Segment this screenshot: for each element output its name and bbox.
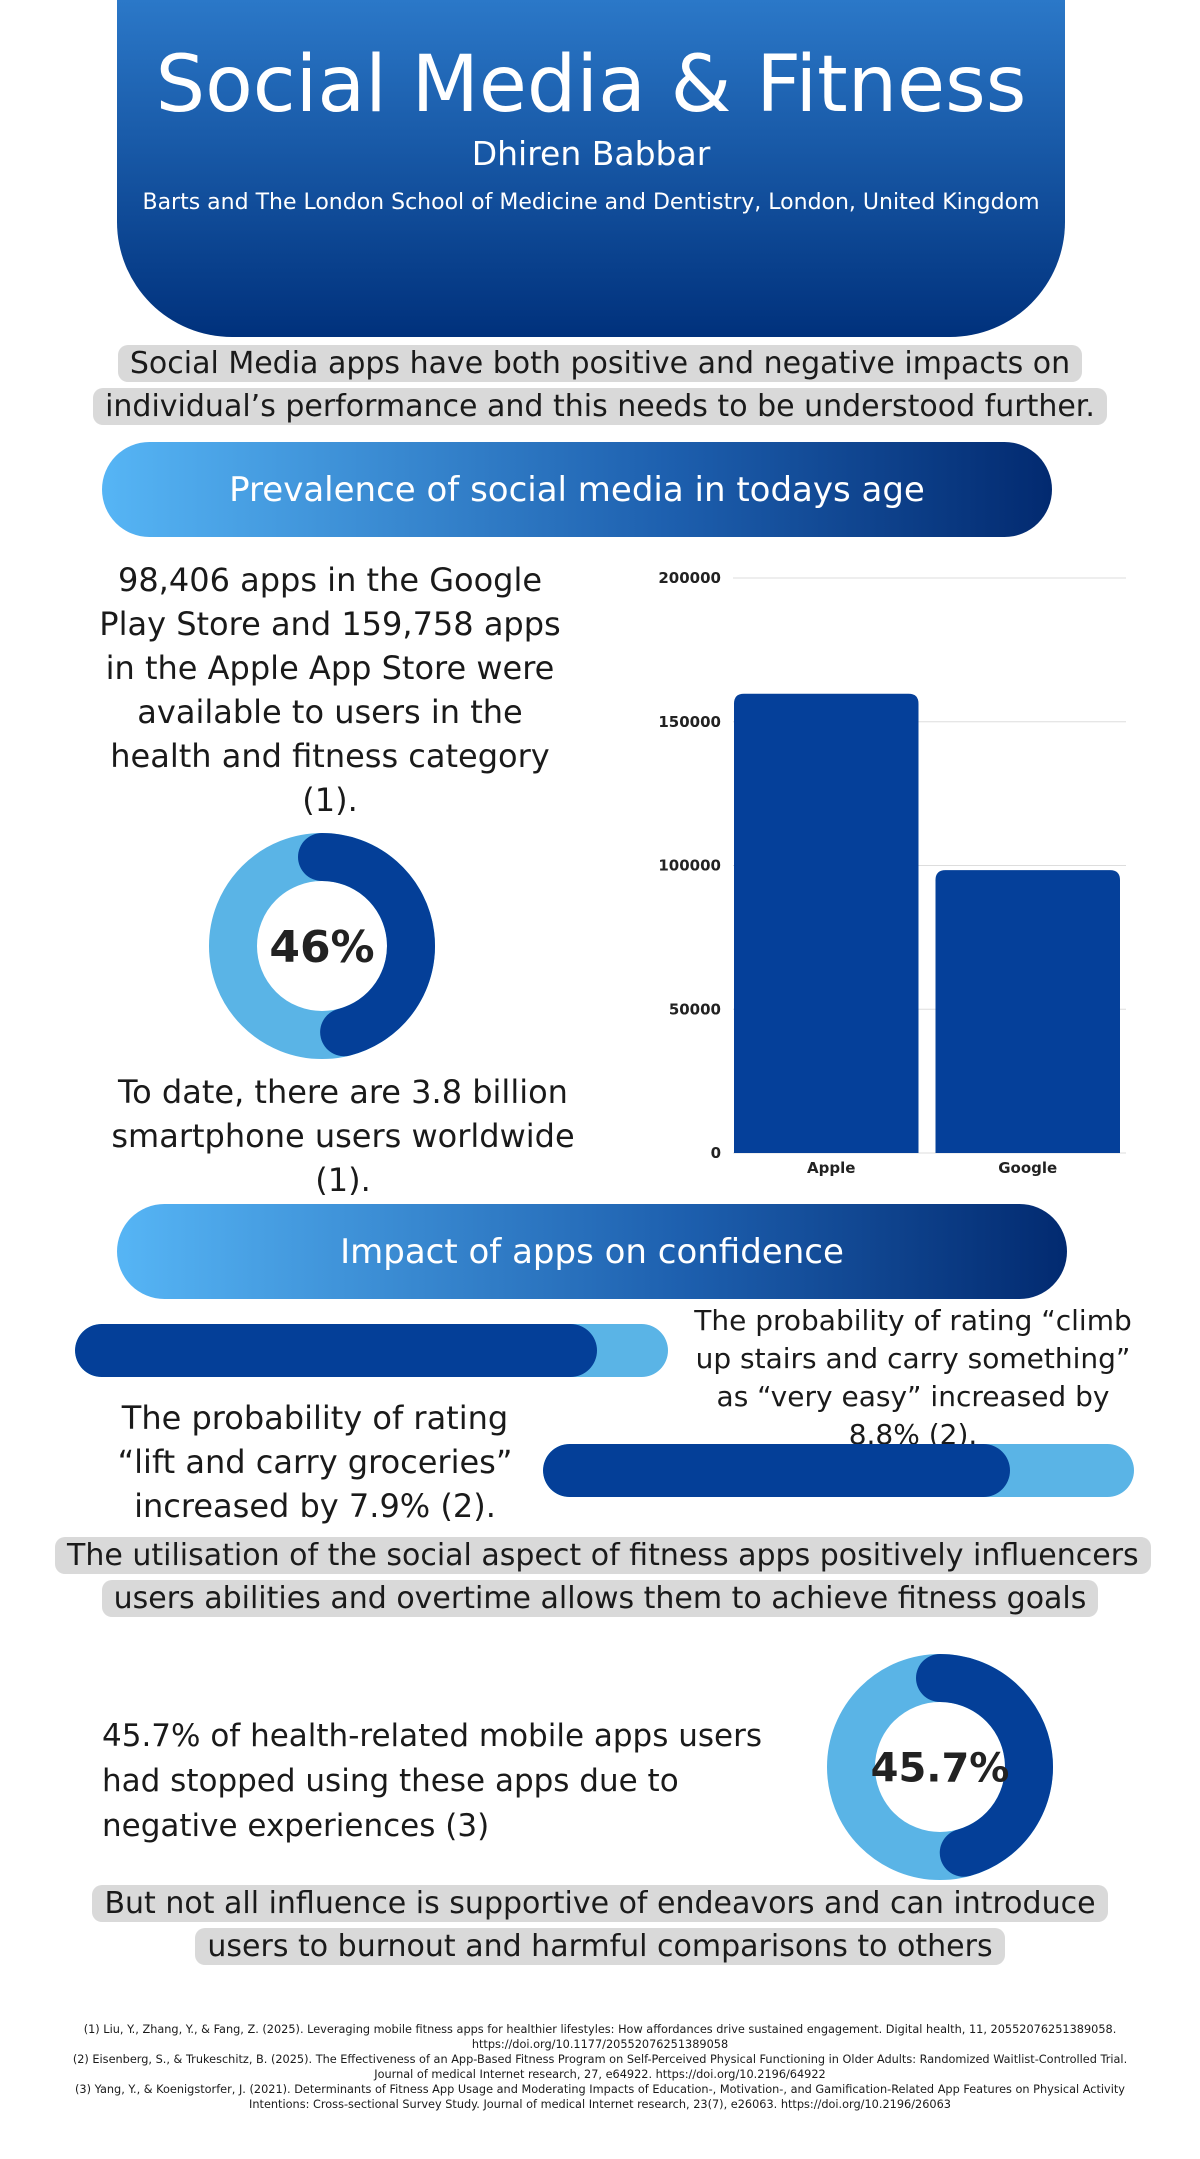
reference: (3) Yang, Y., & Koenigstorfer, J. (2021)…	[75, 2083, 1125, 2111]
section-banner: Prevalence of social media in todays age	[102, 442, 1052, 537]
title: Social Media & Fitness	[155, 40, 1027, 130]
progress-fill	[75, 1324, 597, 1377]
references: (1) Liu, Y., Zhang, Y., & Fang, Z. (2025…	[60, 2022, 1140, 2112]
smartphone-text: To date, there are 3.8 billion smartphon…	[111, 1073, 575, 1199]
donut: 46%	[209, 833, 435, 1059]
intro: Social Media apps have both positive and…	[90, 342, 1110, 428]
donut-arc	[298, 833, 435, 1057]
groceries-text: The probability of rating “lift and carr…	[117, 1399, 513, 1525]
section-banner: Impact of apps on confidence	[117, 1204, 1067, 1299]
donut-label: 46%	[269, 922, 374, 973]
progress-fill	[543, 1444, 1010, 1497]
stairs-text: The probability of rating “climb up stai…	[694, 1304, 1132, 1451]
y-tick-label: 0	[711, 1144, 721, 1162]
reference: (2) Eisenberg, S., & Trukeschitz, B. (20…	[72, 2053, 1128, 2081]
y-tick-label: 100000	[658, 857, 721, 875]
progress-bar	[75, 1324, 668, 1377]
bar-chart: 0 50000 100000 150000 200000 Apple Google	[658, 569, 1126, 1177]
social-text: The utilisation of the social aspect of …	[55, 1537, 1151, 1617]
reference: (1) Liu, Y., Zhang, Y., & Fang, Z. (2025…	[83, 2023, 1117, 2051]
donut: 45.7%	[827, 1654, 1053, 1880]
header: Social Media & Fitness Dhiren Babbar Bar…	[117, 0, 1065, 337]
stopped-text: 45.7% of health-related mobile apps user…	[102, 1718, 763, 1844]
y-tick-label: 200000	[658, 569, 721, 587]
social-note: The utilisation of the social aspect of …	[55, 1534, 1151, 1620]
x-tick-label: Google	[998, 1159, 1057, 1177]
bar	[935, 870, 1120, 1153]
x-tick-label: Apple	[807, 1159, 855, 1177]
intro-text: Social Media apps have both positive and…	[93, 345, 1107, 425]
burnout-text: But not all influence is supportive of e…	[92, 1885, 1108, 1965]
donut-arc	[916, 1654, 1053, 1877]
bar	[734, 693, 919, 1153]
burnout-note: But not all influence is supportive of e…	[70, 1882, 1130, 1968]
author: Dhiren Babbar	[471, 134, 711, 173]
progress-bar	[543, 1444, 1134, 1497]
y-tick-label: 150000	[658, 713, 721, 731]
donut-label: 45.7%	[871, 1745, 1010, 1791]
apps-text: 98,406 apps in the Google Play Store and…	[99, 561, 561, 819]
affiliation: Barts and The London School of Medicine …	[142, 190, 1040, 215]
y-tick-label: 50000	[669, 1000, 721, 1018]
